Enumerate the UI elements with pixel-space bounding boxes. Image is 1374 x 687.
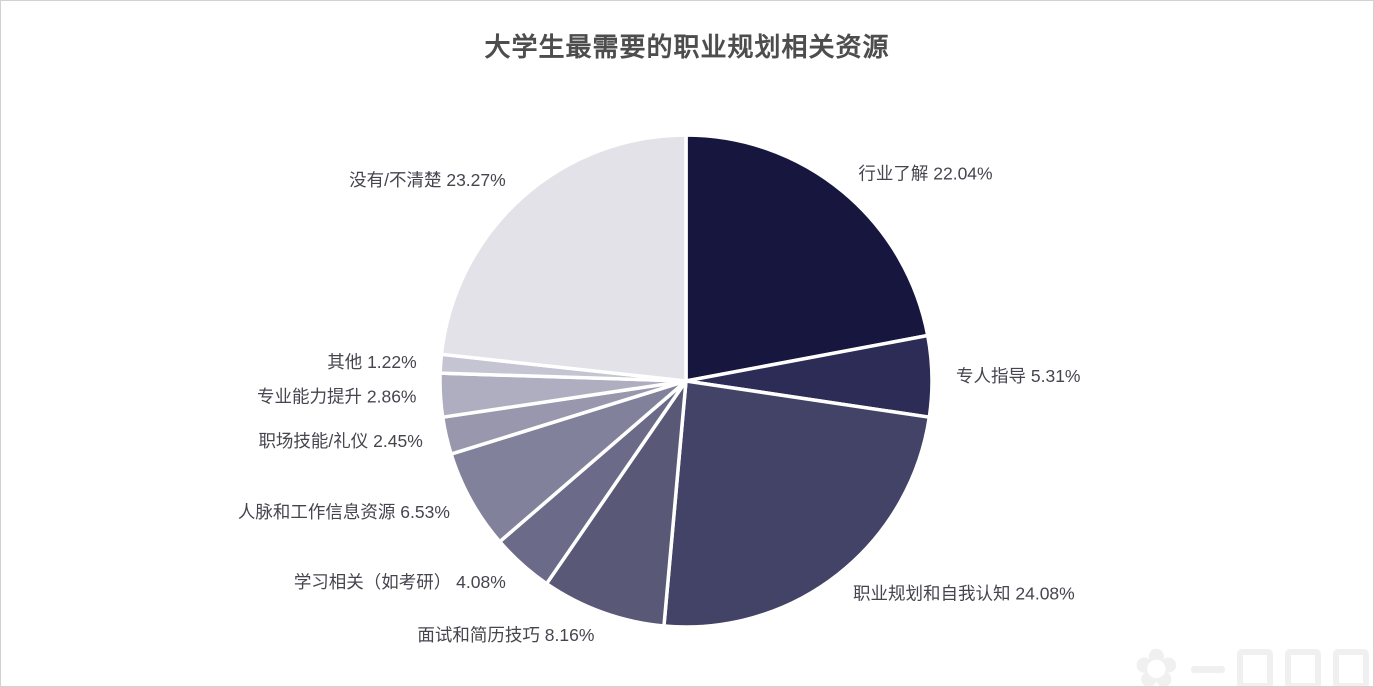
- pie-slice-label-8: 其他 1.22%: [327, 352, 416, 372]
- pie-slice-label-0: 行业了解 22.04%: [858, 163, 992, 183]
- chart-title: 大学生最需要的职业规划相关资源: [484, 32, 890, 62]
- pie-slice-label-9: 没有/不清楚 23.27%: [349, 170, 506, 190]
- pie-slice-label-1: 专人指导 5.31%: [956, 366, 1080, 386]
- pie-slice-label-2: 职业规划和自我认知 24.08%: [853, 583, 1075, 603]
- pie-slice-label-4: 学习相关（如考研） 4.08%: [294, 572, 506, 592]
- pie-slice-label-7: 专业能力提升 2.86%: [257, 387, 416, 407]
- pie-slice-0: [684, 133, 930, 383]
- pie-slice-9: [439, 133, 688, 383]
- pie-slice-2: [662, 379, 932, 629]
- pie-slice-label-3: 面试和简历技巧 8.16%: [417, 625, 594, 645]
- pie-slice-label-6: 职场技能/礼仪 2.45%: [258, 431, 422, 451]
- pie-slice-label-5: 人脉和工作信息资源 6.53%: [238, 502, 450, 522]
- pie-slice-3: [544, 379, 688, 628]
